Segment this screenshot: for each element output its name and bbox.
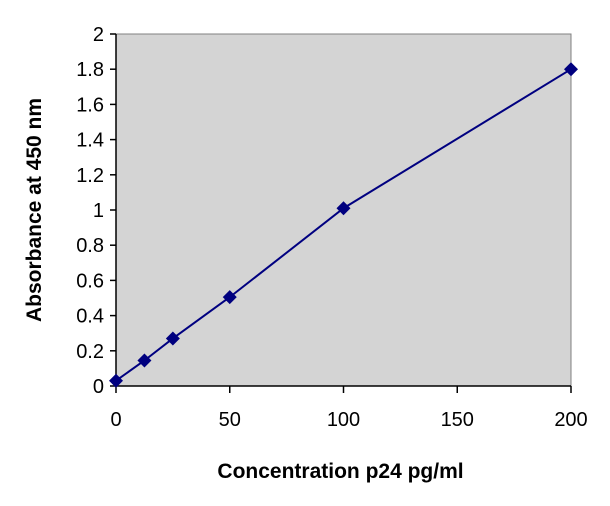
x-axis-title: Concentration p24 pg/ml [217,460,463,483]
y-tick-label: 1.2 [76,165,104,187]
x-axis: 0 50 100 150 200 [110,385,588,431]
y-axis-title: Absorbance at 450 nm [23,98,46,322]
y-tick-label: 1 [93,200,104,222]
y-tick-label: 2 [93,24,104,46]
y-axis: 0 0.2 0.4 0.6 0.8 1 1.2 1.4 1.6 1.8 2 [76,24,117,398]
x-tick-label: 150 [441,409,474,431]
y-tick-label: 1.4 [76,130,104,152]
x-tick-label: 0 [110,409,121,431]
y-tick-label: 1.8 [76,59,104,81]
data-point [336,201,351,216]
data-point [165,331,180,346]
x-tick-label: 50 [219,409,241,431]
data-point [564,62,578,77]
y-tick-label: 0.2 [76,341,104,363]
series-line [115,68,572,382]
y-tick-label: 1.6 [76,94,104,116]
x-tick-label: 200 [554,409,587,431]
data-point [222,290,237,305]
data-point [109,373,123,388]
y-tick-label: 0.6 [76,270,104,292]
series-layer [109,62,578,388]
y-tick-label: 0 [93,376,104,398]
x-tick-label: 100 [327,409,360,431]
data-point [137,353,152,368]
y-tick-label: 0.4 [76,306,104,328]
y-tick-label: 0.8 [76,235,104,257]
